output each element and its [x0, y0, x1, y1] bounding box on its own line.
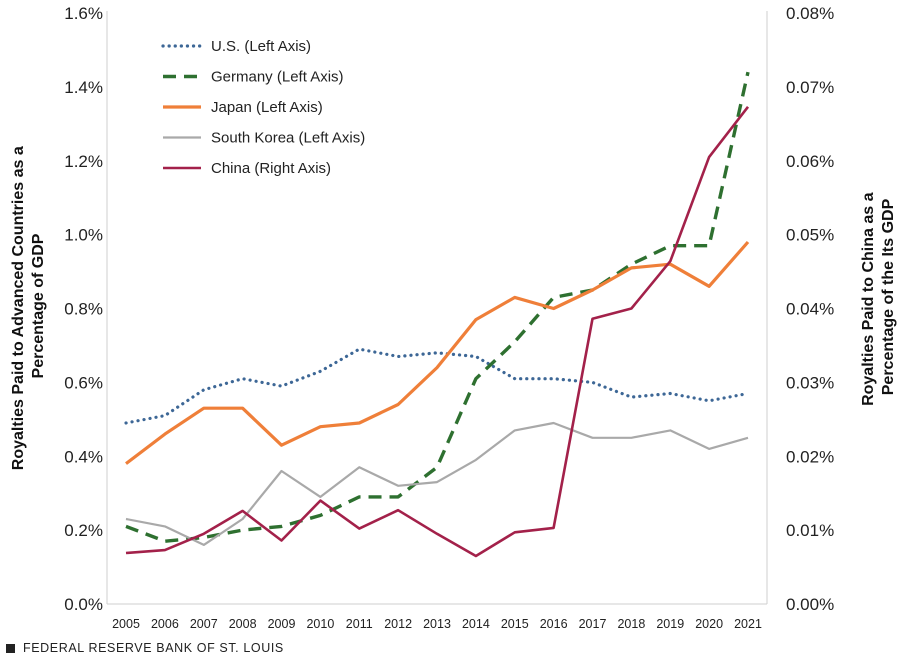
right-axis-title: Royalties Paid to China as a Percentage …	[860, 188, 897, 406]
x-tick-label: 2012	[384, 617, 412, 631]
chart-axes	[106, 11, 768, 605]
left-y-axis-ticks: 0.0% 0.2% 0.4% 0.6% 0.8% 1.0% 1.2% 1.4% 1.6%	[64, 4, 103, 614]
left-tick-label: 1.6%	[64, 4, 103, 23]
right-tick-label: 0.04%	[786, 300, 834, 319]
right-y-axis-ticks: 0.00% 0.01% 0.02% 0.03% 0.04% 0.05% 0.06% 0.07%…	[786, 4, 834, 614]
x-tick-label: 2008	[229, 617, 257, 631]
right-tick-label: 0.00%	[786, 595, 834, 614]
left-tick-label: 1.0%	[64, 226, 103, 245]
left-tick-label: 0.2%	[64, 521, 103, 540]
x-tick-label: 2017	[579, 617, 607, 631]
x-tick-label: 2010	[306, 617, 334, 631]
left-tick-label: 0.6%	[64, 373, 103, 392]
series-line-us	[124, 347, 750, 425]
left-axis-title-line-2: Percentage of GDP	[30, 233, 47, 378]
right-tick-label: 0.02%	[786, 447, 834, 466]
x-tick-label: 2021	[734, 617, 762, 631]
legend-label: Germany (Left Axis)	[211, 69, 344, 86]
series-line-china	[125, 106, 750, 558]
series-lines	[124, 71, 750, 558]
right-tick-label: 0.03%	[786, 373, 834, 392]
left-axis-title-line-1: Royalties Paid to Advanced Countries as …	[10, 146, 27, 470]
right-axis-title-line-2: Percentage of the Its GDP	[880, 198, 897, 395]
x-tick-label: 2006	[151, 617, 179, 631]
left-tick-label: 0.4%	[64, 447, 103, 466]
left-tick-label: 0.0%	[64, 595, 103, 614]
x-tick-label: 2014	[462, 617, 490, 631]
x-tick-label: 2005	[112, 617, 140, 631]
x-axis-ticks: 2005 2006 2007 2008 2009 2010 2011 2012 2013 2014…	[112, 617, 762, 631]
series-line-germany	[125, 71, 750, 543]
right-tick-label: 0.05%	[786, 226, 834, 245]
x-tick-label: 2020	[695, 617, 723, 631]
series-line-south	[125, 421, 749, 547]
x-tick-label: 2016	[540, 617, 568, 631]
legend-label: U.S. (Left Axis)	[211, 38, 311, 55]
right-tick-label: 0.01%	[786, 521, 834, 540]
right-tick-label: 0.06%	[786, 152, 834, 171]
source-footer: FEDERAL RESERVE BANK OF ST. LOUIS	[6, 641, 284, 655]
x-tick-label: 2015	[501, 617, 529, 631]
x-tick-label: 2011	[346, 617, 373, 631]
right-tick-label: 0.08%	[786, 4, 834, 23]
legend-label: China (Right Axis)	[211, 160, 331, 177]
x-tick-label: 2013	[423, 617, 451, 631]
right-axis-title-line-1: Royalties Paid to China as a	[860, 192, 877, 406]
source-text: FEDERAL RESERVE BANK OF ST. LOUIS	[23, 641, 284, 655]
x-tick-label: 2009	[268, 617, 296, 631]
series-line-japan	[125, 240, 750, 465]
legend: U.S. (Left Axis) Germany (Left Axis) Japan…	[161, 38, 365, 177]
legend-label: South Korea (Left Axis)	[211, 130, 365, 147]
x-tick-label: 2018	[617, 617, 645, 631]
x-tick-label: 2019	[656, 617, 684, 631]
source-square-icon	[6, 643, 15, 653]
left-tick-label: 1.4%	[64, 78, 103, 97]
left-axis-title: Royalties Paid to Advanced Countries as …	[10, 142, 47, 470]
x-tick-label: 2007	[190, 617, 218, 631]
right-tick-label: 0.07%	[786, 78, 834, 97]
left-tick-label: 1.2%	[64, 152, 103, 171]
left-tick-label: 0.8%	[64, 300, 103, 319]
legend-label: Japan (Left Axis)	[211, 99, 323, 116]
